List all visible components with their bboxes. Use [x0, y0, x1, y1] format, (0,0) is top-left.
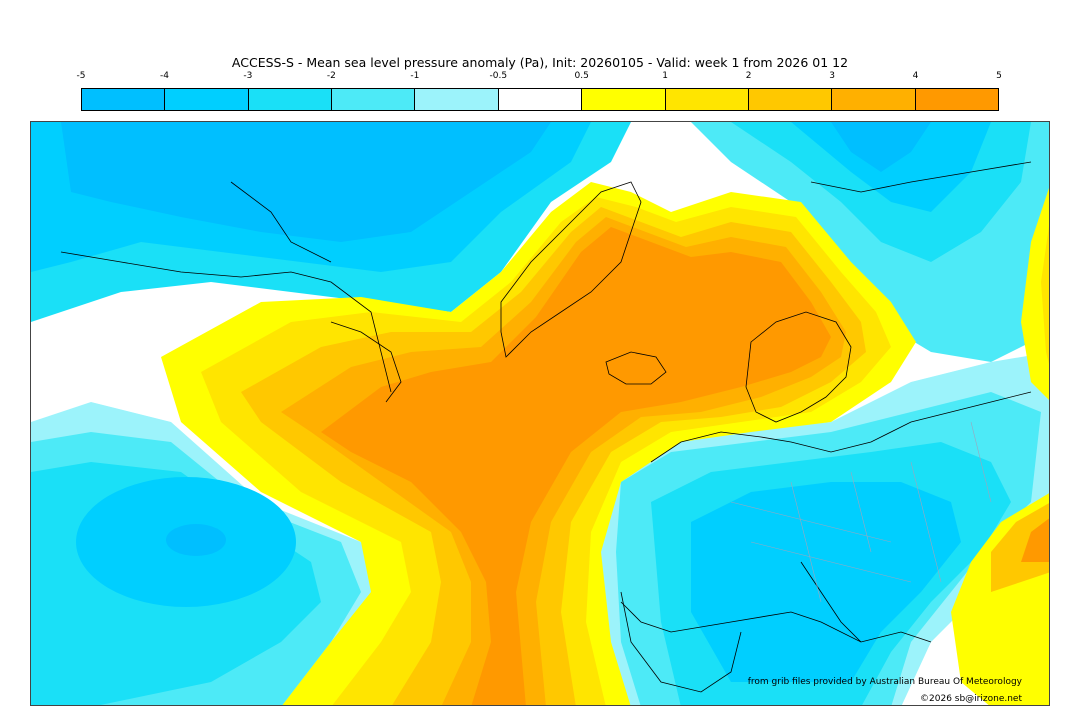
colorbar-tick-label: -3	[243, 71, 253, 81]
colorbar-tick-label: -2	[326, 71, 336, 81]
colorbar-segment	[582, 89, 666, 110]
colorbar-segment	[832, 89, 916, 110]
colorbar-tick-label: 4	[912, 71, 919, 81]
colorbar-tick-label: -0.5	[489, 71, 508, 81]
colorbar-segment	[165, 89, 249, 110]
chart-title: ACCESS-S - Mean sea level pressure anoma…	[231, 55, 849, 70]
colorbar-segment	[82, 89, 166, 110]
colorbar-tick-label: -5	[76, 71, 86, 81]
anomaly-map	[30, 121, 1050, 706]
country-borders	[730, 421, 992, 603]
colorbar-tick-label: 5	[996, 71, 1002, 81]
colorbar-tick-label: 1	[662, 71, 669, 81]
coastlines	[60, 161, 1032, 693]
colorbar-segment	[665, 89, 749, 110]
data-credit: from grib files provided by Australian B…	[747, 677, 1022, 687]
copyright-notice: ©2026 sb@irizone.net	[920, 694, 1022, 704]
colorbar-tick-label: 2	[745, 71, 752, 81]
colorbar-segment	[748, 89, 833, 110]
colorbar-tick-label: -4	[159, 71, 169, 81]
colorbar-tick-label: 0.5	[574, 71, 589, 81]
colorbar-segment	[415, 89, 499, 110]
colorbar-ticks: -5 -4 -3 -2 -1 -0.5 0.5 1 2 3 4 5	[77, 71, 1002, 85]
colorbar-segment	[248, 89, 333, 110]
colorbar-segment	[498, 89, 583, 110]
positive-anomaly-fields	[161, 182, 1049, 705]
colorbar-segment	[915, 89, 998, 110]
colorbar-tick-label: 3	[829, 71, 835, 81]
colorbar-tick-label: -1	[410, 71, 420, 81]
colorbar-segment	[332, 89, 416, 110]
negative-anomaly-fields	[31, 122, 1049, 705]
colorbar	[81, 88, 999, 111]
map-svg	[31, 122, 1049, 705]
